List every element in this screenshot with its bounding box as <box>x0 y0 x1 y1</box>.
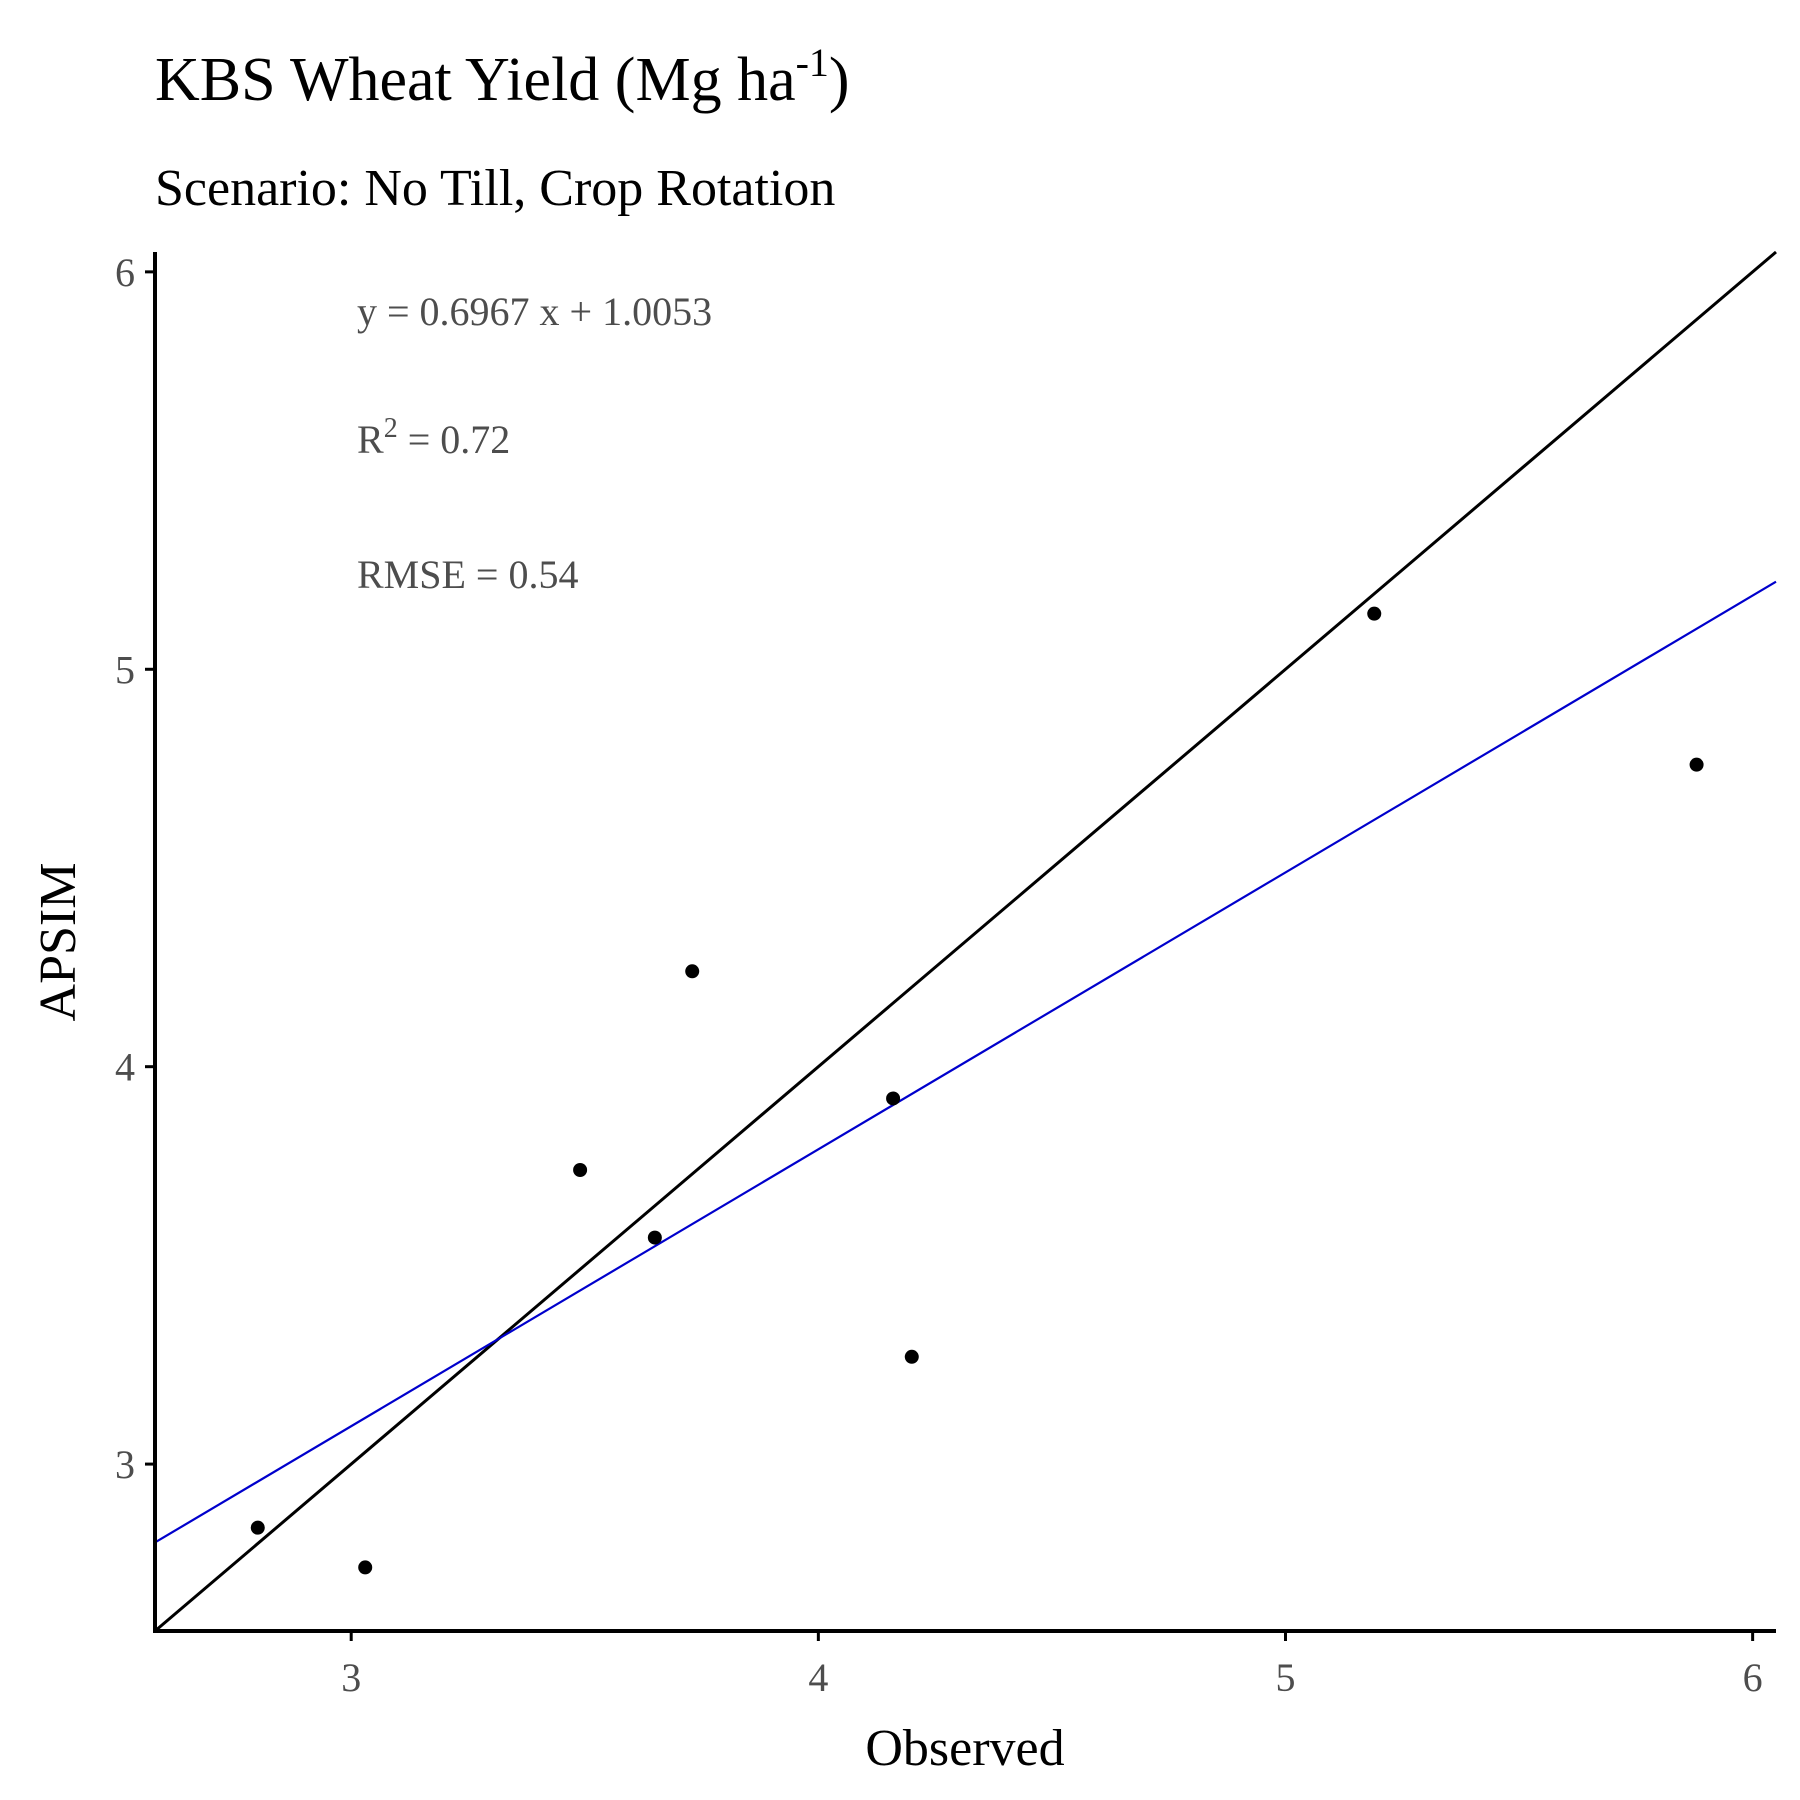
data-point-1 <box>250 1520 265 1535</box>
data-point-8 <box>1367 606 1382 621</box>
axes: 3 4 5 6 3 4 5 6 <box>115 250 1763 1700</box>
one-to-one-line <box>154 250 1777 1633</box>
x-tick-label-3: 5 <box>1275 1655 1295 1700</box>
y-axis-title: APSIM <box>30 863 87 1022</box>
x-tick-label-1: 3 <box>341 1655 361 1700</box>
y-tick-label-3: 5 <box>115 647 135 692</box>
regression-fit-line <box>154 580 1777 1544</box>
data-point-6 <box>886 1091 901 1106</box>
y-tick-label-2: 4 <box>115 1045 135 1090</box>
plot-area <box>154 250 1777 1633</box>
regression-equation: y = 0.6967 x + 1.0053 <box>357 289 712 334</box>
annotation-group: y = 0.6967 x + 1.0053 R2 = 0.72 RMSE = 0… <box>357 289 712 597</box>
data-point-2 <box>358 1560 373 1575</box>
x-tick-label-4: 6 <box>1743 1655 1763 1700</box>
data-point-3 <box>573 1163 588 1178</box>
data-point-9 <box>1689 757 1704 772</box>
data-point-7 <box>904 1349 919 1364</box>
x-axis-title: Observed <box>865 1720 1064 1777</box>
x-tick-label-2: 4 <box>808 1655 828 1700</box>
rmse-annotation: RMSE = 0.54 <box>357 552 578 597</box>
chart-title: KBS Wheat Yield (Mg ha-1) <box>155 40 850 114</box>
chart-subtitle: Scenario: No Till, Crop Rotation <box>155 160 835 217</box>
data-point-5 <box>685 964 700 979</box>
data-point-4 <box>647 1230 662 1245</box>
r-squared-annotation: R2 = 0.72 <box>357 413 510 462</box>
y-tick-label-1: 3 <box>115 1442 135 1487</box>
y-tick-label-4: 6 <box>115 250 135 295</box>
